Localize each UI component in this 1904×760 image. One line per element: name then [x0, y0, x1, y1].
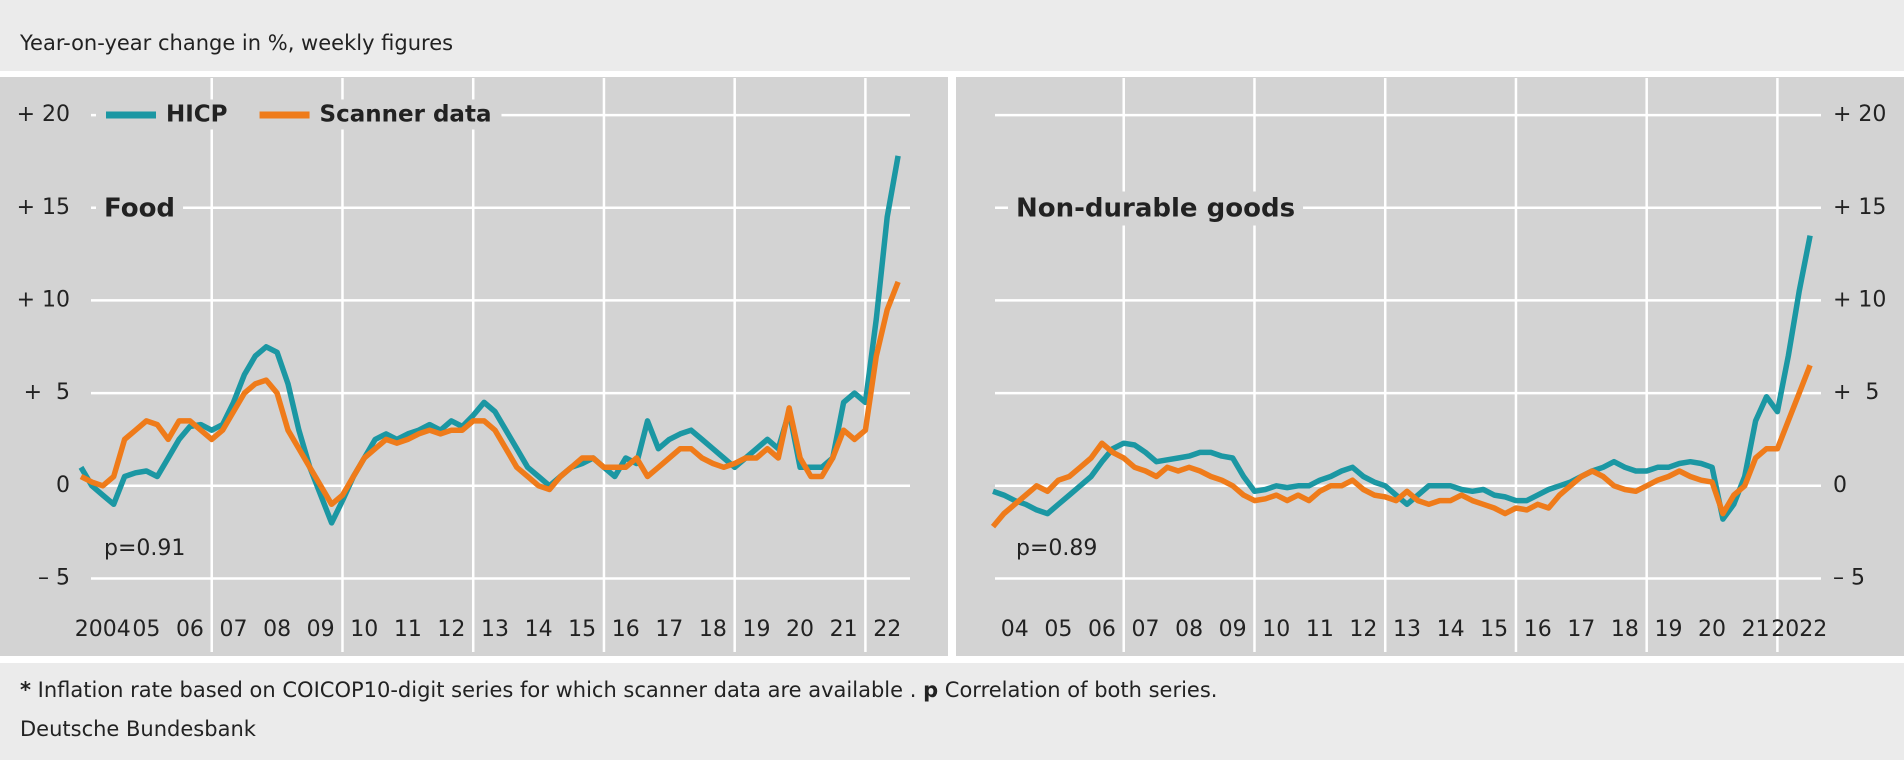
x-tick-label: 17 [655, 617, 683, 642]
y-tick-label: + 20 [17, 102, 70, 127]
separator [0, 656, 1904, 663]
x-tick-label: 22 [873, 617, 901, 642]
footnote: * Inflation rate based on COICOP10-digit… [20, 678, 1217, 702]
x-tick-label: 12 [437, 617, 465, 642]
footnote-part: Inflation rate based on COICOP10-digit s… [31, 678, 923, 702]
x-tick-label: 07 [220, 617, 248, 642]
data-line [79, 280, 901, 508]
y-tick-label: – 5 [1833, 565, 1865, 590]
panel-title: Food [104, 194, 175, 224]
x-tick-label: 17 [1567, 617, 1595, 642]
x-tick-label: 19 [1654, 617, 1682, 642]
x-tick-label: 11 [394, 617, 422, 642]
legend-label: HICP [166, 102, 228, 128]
x-tick-label: 14 [525, 617, 553, 642]
x-tick-label: 15 [568, 617, 596, 642]
y-tick-label: + 10 [17, 287, 70, 312]
panel-title: Non-durable goods [1016, 194, 1295, 224]
x-tick-label: 2022 [1771, 617, 1827, 642]
footnote-part: p [923, 678, 938, 702]
x-tick-label: 05 [132, 617, 160, 642]
x-tick-label: 13 [481, 617, 509, 642]
x-tick-label: 13 [1393, 617, 1421, 642]
footnote-part: * [20, 678, 31, 702]
annotation: p=0.91 [104, 536, 185, 561]
footnote-part: Correlation of both series. [938, 678, 1217, 702]
x-tick-label: 16 [612, 617, 640, 642]
x-tick-label: 19 [742, 617, 770, 642]
label-background [100, 534, 190, 563]
label-background [96, 191, 184, 226]
x-tick-label: 08 [263, 617, 291, 642]
y-tick-label: + 5 [24, 380, 70, 405]
x-tick-label: 09 [307, 617, 335, 642]
y-tick-label: + 20 [1833, 102, 1886, 127]
source: Deutsche Bundesbank [20, 717, 257, 741]
x-tick-label: 2004 [75, 617, 131, 642]
data-line [992, 235, 1813, 522]
x-tick-label: 12 [1349, 617, 1377, 642]
x-tick-label: 09 [1219, 617, 1247, 642]
panel [956, 77, 1904, 656]
y-tick-label: + 15 [17, 195, 70, 220]
x-tick-label: 20 [1698, 617, 1726, 642]
y-tick-label: + 15 [1833, 195, 1886, 220]
x-tick-label: 11 [1306, 617, 1334, 642]
separator [0, 71, 1904, 77]
x-tick-label: 07 [1132, 617, 1160, 642]
x-tick-label: 06 [1088, 617, 1116, 642]
y-tick-label: 0 [1833, 473, 1847, 498]
x-tick-label: 18 [1611, 617, 1639, 642]
x-tick-label: 05 [1044, 617, 1072, 642]
x-tick-label: 18 [699, 617, 727, 642]
y-tick-label: 0 [56, 473, 70, 498]
subtitle: Year-on-year change in %, weekly figures [19, 31, 453, 55]
x-tick-label: 14 [1437, 617, 1465, 642]
x-tick-label: 21 [830, 617, 858, 642]
label-background [1012, 534, 1102, 563]
x-tick-label: 15 [1480, 617, 1508, 642]
x-tick-label: 08 [1175, 617, 1203, 642]
x-tick-label: 10 [350, 617, 378, 642]
y-tick-label: + 5 [1833, 380, 1879, 405]
annotation: p=0.89 [1016, 536, 1097, 561]
label-background [1008, 191, 1304, 226]
x-tick-label: 20 [786, 617, 814, 642]
y-tick-label: – 5 [38, 565, 70, 590]
x-tick-label: 04 [1001, 617, 1029, 642]
legend-label: Scanner data [320, 102, 492, 128]
panel-divider [948, 77, 956, 656]
x-tick-label: 16 [1524, 617, 1552, 642]
x-tick-label: 21 [1742, 617, 1770, 642]
data-line [78, 155, 901, 526]
x-tick-label: 10 [1262, 617, 1290, 642]
y-tick-label: + 10 [1833, 287, 1886, 312]
data-line [990, 364, 1813, 529]
x-tick-label: 06 [176, 617, 204, 642]
